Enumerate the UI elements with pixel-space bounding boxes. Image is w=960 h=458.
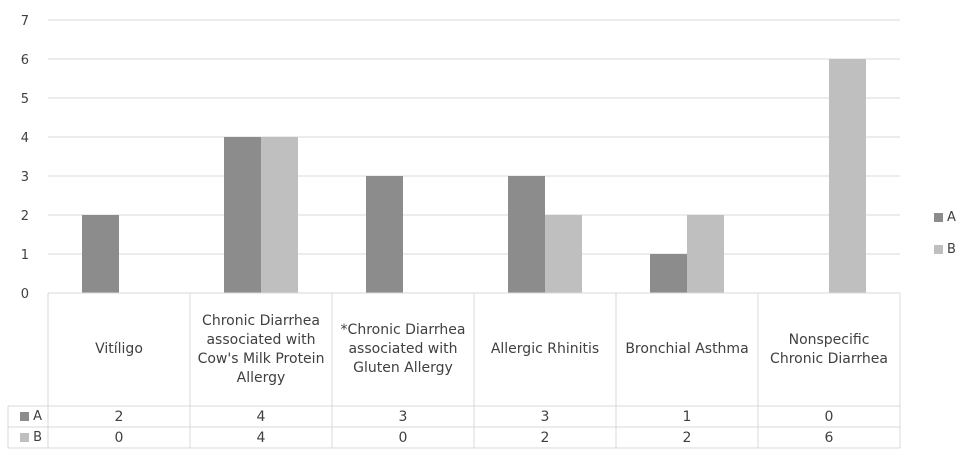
legend-item: B [934,242,956,257]
bar-b [545,215,582,293]
bar-a [366,176,403,293]
y-tick-label: 4 [21,131,29,146]
bar-a [82,215,119,293]
legend-item: A [934,210,956,225]
category-label: Nonspecific Chronic Diarrhea [770,331,888,367]
y-tick-label: 1 [21,248,29,263]
data-label: 3 [398,408,408,425]
series-name: A [33,409,42,424]
data-label: 2 [540,429,550,446]
data-label: 1 [682,408,692,425]
bar-b [829,59,866,293]
data-label: 2 [682,429,692,446]
category-label: Allergic Rhinitis [490,341,600,357]
legend-label: A [947,210,956,225]
data-label: 3 [540,408,550,425]
category-label: Bronchial Asthma [625,341,749,357]
bar-b [261,137,298,293]
bar-b [687,215,724,293]
table-row-key: B [10,427,42,448]
legend-label: B [947,242,956,257]
y-tick-label: 5 [21,92,29,107]
data-label: 0 [114,429,124,446]
data-label: 4 [256,429,266,446]
data-label: 4 [256,408,266,425]
category-label: Vitíligo [95,341,143,357]
bar-a [224,137,261,293]
series-name: B [33,430,42,445]
bar-a [650,254,687,293]
data-label: 2 [114,408,124,425]
y-tick-label: 7 [21,14,29,29]
y-tick-label: 2 [21,209,29,224]
legend-swatch [934,213,943,222]
table-row-key: A [10,406,42,427]
category-label: Chronic Diarrhea associated with Cow's M… [197,312,325,386]
legend-swatch [934,245,943,254]
legend-swatch [20,412,30,421]
y-tick-label: 0 [21,287,29,302]
category-label: *Chronic Diarrhea associated with Gluten… [340,322,466,376]
bar-a [508,176,545,293]
legend-swatch [20,433,30,442]
data-label: 0 [398,429,408,446]
data-label: 0 [824,408,834,425]
data-label: 6 [824,429,834,446]
y-tick-label: 6 [21,53,29,68]
y-tick-label: 3 [21,170,29,185]
